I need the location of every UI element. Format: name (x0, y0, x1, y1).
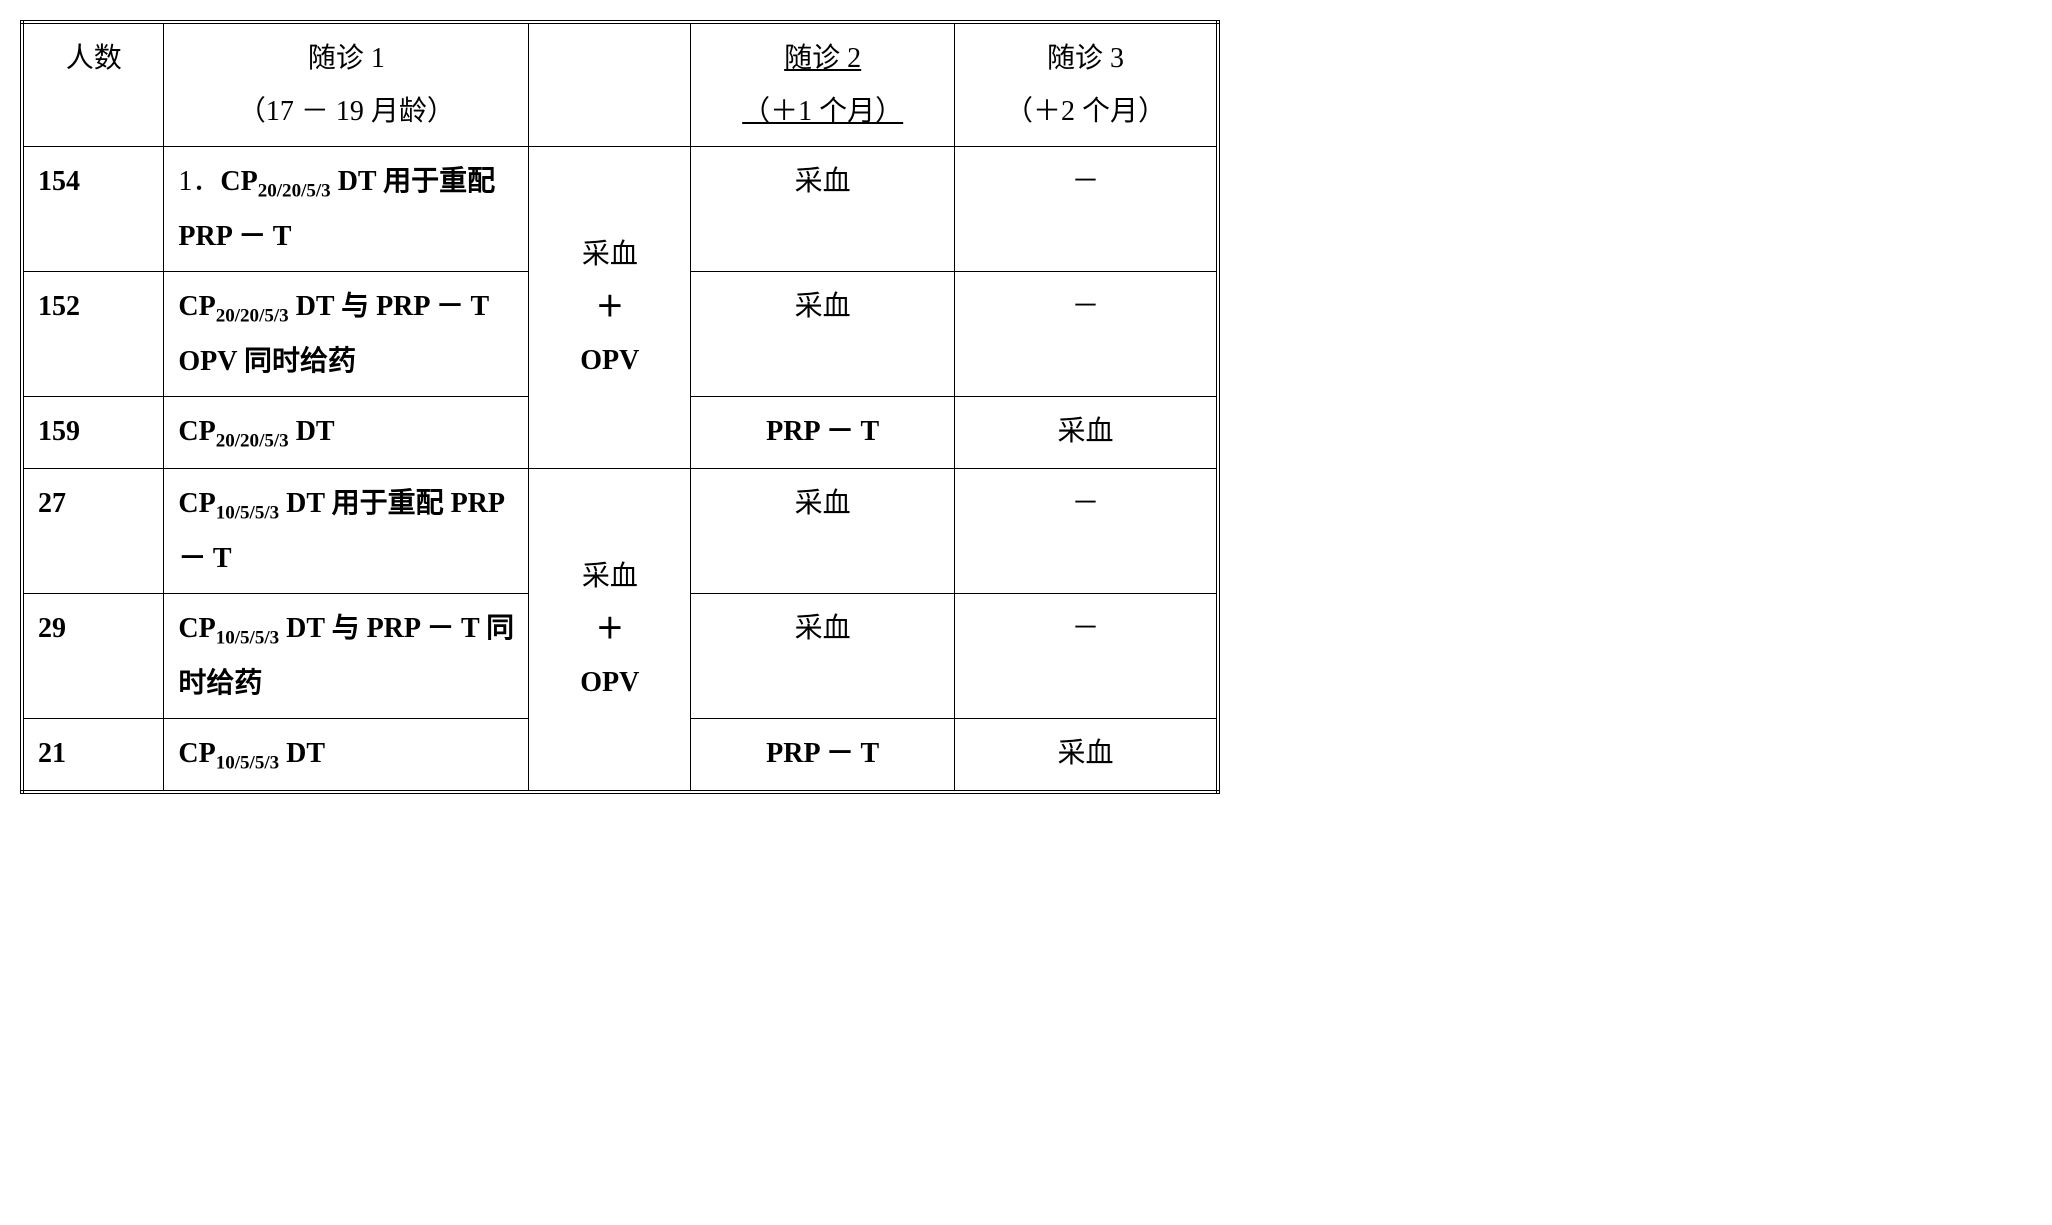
mid-line3: OPV (580, 345, 639, 376)
header-visit3: 随诊 3 （＋2 个月） (954, 22, 1218, 147)
cell-visit3: － (954, 594, 1218, 719)
cell-visit2: PRP － T (691, 719, 955, 792)
visit1-sub: 10/5/5/3 (216, 503, 279, 524)
cell-visit1: CP20/20/5/3 DT (164, 397, 529, 469)
visit1-after: DT 与 PRP － T OPV 同时给药 (178, 291, 488, 377)
cell-visit1: CP20/20/5/3 DT 与 PRP － T OPV 同时给药 (164, 272, 529, 397)
visit1-cp: CP (178, 291, 215, 322)
mid-line1: 采血 (582, 561, 638, 592)
header-visit1-line2: （17 － 19 月龄） (238, 96, 455, 127)
cell-num: 154 (22, 147, 164, 272)
visit1-cp: CP (178, 738, 215, 769)
header-count: 人数 (22, 22, 164, 147)
cell-visit3: － (954, 272, 1218, 397)
cell-mid-merged-1: 采血 ＋ OPV (529, 147, 691, 469)
cell-visit1: 1．CP20/20/5/3 DT 用于重配 PRP － T (164, 147, 529, 272)
header-visit2: 随诊 2 （＋1 个月） (691, 22, 955, 147)
visit1-cp: CP (178, 613, 215, 644)
cell-mid-merged-2: 采血 ＋ OPV (529, 469, 691, 792)
cell-num: 21 (22, 719, 164, 792)
header-visit3-line1: 随诊 3 (1047, 43, 1124, 74)
table-row: 27 CP10/5/5/3 DT 用于重配 PRP － T 采血 ＋ OPV 采… (22, 469, 1218, 594)
cell-visit1: CP10/5/5/3 DT (164, 719, 529, 792)
cell-visit2: 采血 (691, 272, 955, 397)
cell-num: 159 (22, 397, 164, 469)
header-count-text: 人数 (66, 43, 122, 74)
cell-visit3: － (954, 469, 1218, 594)
cell-visit3: 采血 (954, 397, 1218, 469)
cell-num: 27 (22, 469, 164, 594)
cell-num: 29 (22, 594, 164, 719)
visit1-cp: CP (178, 416, 215, 447)
visit1-sub: 20/20/5/3 (216, 306, 289, 327)
cell-visit2: 采血 (691, 469, 955, 594)
table-header-row: 人数 随诊 1 （17 － 19 月龄） 随诊 2 （＋1 个月） 随诊 3 （… (22, 22, 1218, 147)
mid-line1: 采血 (582, 239, 638, 270)
clinical-schedule-table: 人数 随诊 1 （17 － 19 月龄） 随诊 2 （＋1 个月） 随诊 3 （… (20, 20, 1220, 794)
header-visit2-line2: （＋1 个月） (742, 96, 903, 127)
visit1-cp: CP (178, 488, 215, 519)
visit1-after: DT 与 PRP － T 同时给药 (178, 613, 514, 699)
header-visit3-line2: （＋2 个月） (1005, 96, 1166, 127)
mid-line2: ＋ (596, 614, 624, 645)
cell-visit2: 采血 (691, 147, 955, 272)
cell-visit2: 采血 (691, 594, 955, 719)
table-row: 154 1．CP20/20/5/3 DT 用于重配 PRP － T 采血 ＋ O… (22, 147, 1218, 272)
cell-visit1: CP10/5/5/3 DT 与 PRP － T 同时给药 (164, 594, 529, 719)
visit1-pre: 1． (178, 166, 220, 197)
cell-num: 152 (22, 272, 164, 397)
visit1-cp: CP (220, 166, 257, 197)
mid-line2: ＋ (596, 292, 624, 323)
visit1-after: DT (279, 738, 325, 769)
header-visit1: 随诊 1 （17 － 19 月龄） (164, 22, 529, 147)
cell-visit2: PRP － T (691, 397, 955, 469)
header-mid-empty (529, 22, 691, 147)
mid-line3: OPV (580, 667, 639, 698)
header-visit2-line1: 随诊 2 (784, 43, 861, 74)
visit1-sub: 20/20/5/3 (216, 431, 289, 452)
cell-visit1: CP10/5/5/3 DT 用于重配 PRP － T (164, 469, 529, 594)
visit1-after: DT (289, 416, 335, 447)
visit1-sub: 10/5/5/3 (216, 753, 279, 774)
visit1-sub: 10/5/5/3 (216, 628, 279, 649)
cell-visit3: － (954, 147, 1218, 272)
visit1-sub: 20/20/5/3 (258, 181, 331, 202)
header-visit1-line1: 随诊 1 (308, 43, 385, 74)
visit1-after: DT 用于重配 PRP － T (178, 488, 503, 574)
cell-visit3: 采血 (954, 719, 1218, 792)
